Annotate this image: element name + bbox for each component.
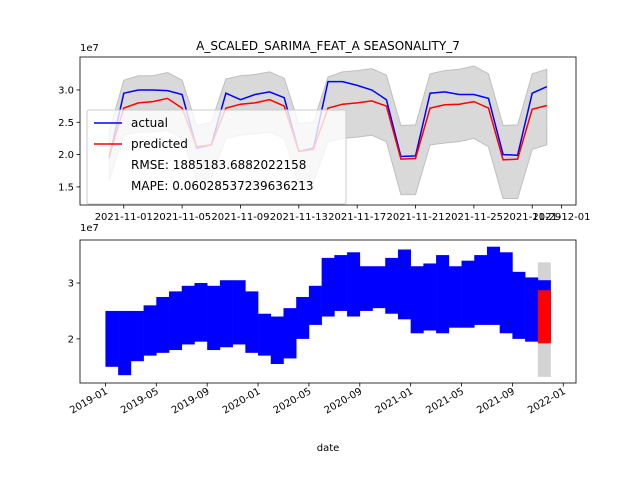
x-tick-label: 2021-11-05	[153, 212, 211, 223]
month-range	[245, 291, 259, 353]
x-axis-label: date	[317, 443, 340, 454]
month-range	[499, 252, 513, 334]
x-tick-label: 2021-11-13	[270, 212, 328, 223]
month-range	[258, 313, 272, 356]
month-range	[283, 308, 297, 359]
y-tick-label: 1.5	[58, 182, 74, 193]
month-range	[321, 257, 335, 317]
month-range	[423, 263, 437, 331]
month-range	[512, 271, 526, 339]
x-tick-label: 2021-11-01	[95, 212, 153, 223]
x-tick-label: 2021-11-17	[328, 212, 386, 223]
month-range	[334, 255, 348, 311]
axes-frame	[79, 56, 577, 206]
y-tick-label: 2.0	[58, 150, 74, 161]
month-range	[359, 266, 373, 311]
x-tick-label: 2021-11-25	[445, 212, 503, 223]
month-range	[118, 310, 132, 376]
month-range	[143, 305, 157, 356]
axes-frame	[79, 239, 577, 384]
legend-box	[86, 109, 347, 205]
series-line	[108, 80, 548, 158]
x-tick-label: 2021-11-09	[211, 212, 269, 223]
x-tick-label: 2021-12-01	[532, 212, 590, 223]
series-line	[108, 97, 547, 161]
y-offset-label: 1e7	[80, 223, 99, 234]
month-range	[347, 252, 361, 317]
y-tick-label: 3	[68, 279, 74, 290]
month-range	[461, 260, 475, 328]
x-tick-label: 2021-11-21	[386, 212, 444, 223]
y-tick-label: 3.0	[58, 85, 74, 96]
month-range	[372, 266, 386, 309]
chart-title: A_SCALED_SARIMA_FEAT_A SEASONALITY_7	[196, 39, 460, 53]
month-range	[486, 246, 500, 325]
month-range	[537, 290, 551, 344]
month-range	[308, 285, 322, 325]
month-range	[207, 285, 221, 351]
y-tick-label: 2	[68, 334, 74, 345]
month-range	[448, 266, 462, 328]
month-range	[194, 283, 208, 342]
x-tick-label: 2021-11-29	[503, 212, 561, 223]
month-range	[130, 310, 144, 362]
month-range	[525, 277, 539, 342]
month-range	[296, 296, 310, 339]
month-range	[474, 255, 488, 325]
month-range	[156, 296, 170, 353]
month-range	[181, 285, 195, 345]
legend-label: actual	[131, 116, 168, 130]
month-range	[397, 249, 411, 320]
month-range	[232, 280, 246, 345]
legend-note: RMSE: 1885183.6882022158	[131, 158, 306, 172]
legend-note: MAPE: 0.06028537239636213	[131, 179, 313, 193]
legend-label: predicted	[131, 137, 188, 151]
month-range	[410, 266, 424, 334]
month-range	[436, 255, 450, 334]
y-offset-label: 1e7	[80, 43, 99, 54]
y-tick-label: 2.5	[58, 118, 74, 129]
month-range	[270, 316, 284, 365]
month-range	[385, 257, 399, 314]
month-range	[169, 291, 183, 351]
month-range	[105, 310, 119, 367]
month-range	[219, 280, 233, 348]
